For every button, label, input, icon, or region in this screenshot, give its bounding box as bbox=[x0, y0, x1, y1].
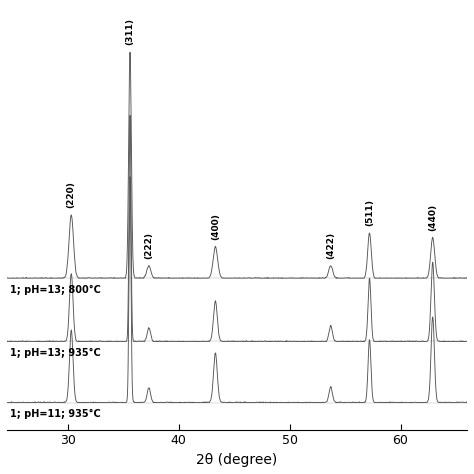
Text: (422): (422) bbox=[326, 232, 335, 259]
X-axis label: 2θ (degree): 2θ (degree) bbox=[196, 453, 278, 467]
Text: 1; pH=13; 935°C: 1; pH=13; 935°C bbox=[10, 348, 101, 358]
Text: 1; pH=13; 800°C: 1; pH=13; 800°C bbox=[10, 285, 101, 295]
Text: (400): (400) bbox=[211, 213, 220, 240]
Text: (311): (311) bbox=[126, 18, 135, 46]
Text: (220): (220) bbox=[67, 181, 76, 208]
Text: (222): (222) bbox=[145, 232, 154, 259]
Text: (511): (511) bbox=[365, 199, 374, 226]
Text: (440): (440) bbox=[428, 204, 437, 231]
Text: 1; pH=11; 935°C: 1; pH=11; 935°C bbox=[10, 409, 101, 419]
